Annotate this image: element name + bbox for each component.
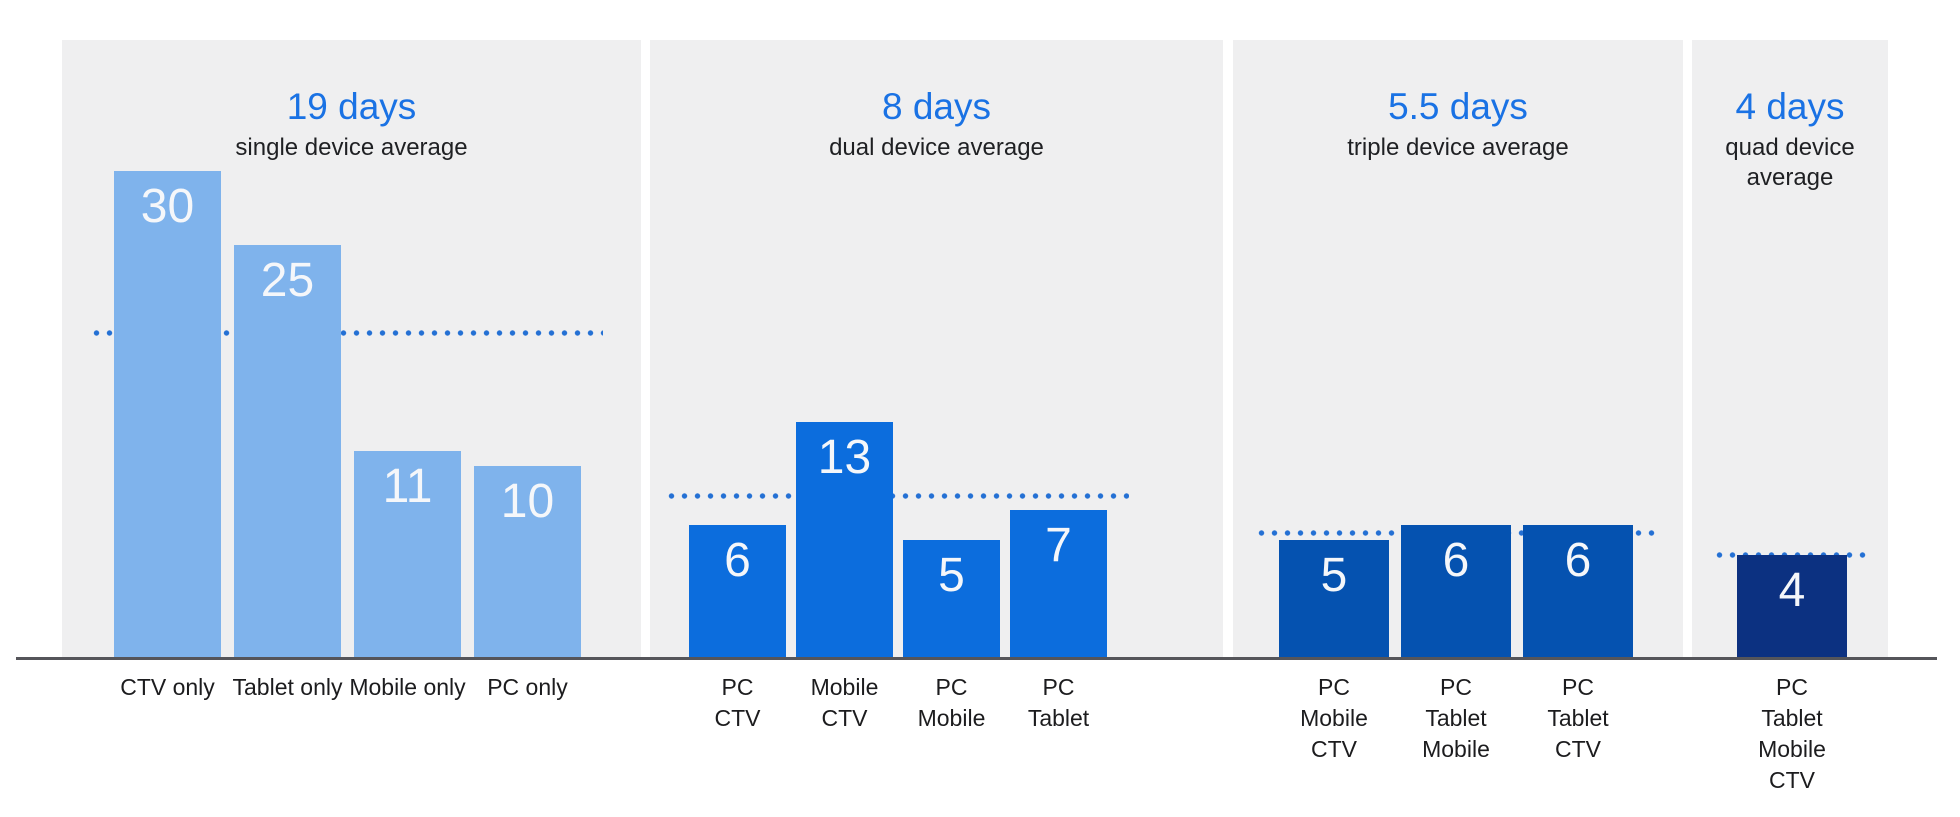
average-line [90,330,603,336]
bar: 10 [474,466,581,657]
category-label: PC Tablet [1027,674,1090,731]
bar: 6 [1523,525,1633,657]
panel-headline: 5.5 days [1388,86,1528,127]
bar-value-label: 13 [817,431,872,484]
category-label: Tablet only [232,674,343,700]
bar: 6 [1401,525,1511,657]
bar-value-label: 25 [260,254,315,307]
bar: 5 [903,540,1000,657]
panel-subtitle: dual device average [829,134,1044,161]
panel-headline: 19 days [286,86,417,127]
bar: 25 [234,245,341,657]
panel-subtitle: single device average [235,134,468,161]
category-label: CTV only [120,674,215,700]
bar-value-label: 10 [500,475,555,528]
panel-headline: 4 days [1735,86,1845,127]
category-label: PC Tablet Mobile [1422,674,1490,762]
category-label: PC Mobile [917,674,986,731]
bar: 30 [114,171,221,657]
bar-value-label: 6 [1442,534,1470,587]
panel-header: 8 days dual device average [650,86,1223,163]
bar-value-label: 30 [140,180,195,233]
category-label: PC Mobile CTV [1300,674,1368,762]
x-axis-line [16,657,1937,660]
panel-subtitle: quad device average [1725,134,1855,191]
category-label: PC CTV [714,674,761,731]
category-label: PC only [487,674,568,700]
panel-header: 4 days quad device average [1692,86,1888,193]
bar-value-label: 4 [1778,564,1806,617]
bar-value-label: 5 [1320,549,1348,602]
bar: 11 [354,451,461,657]
bar: 4 [1737,555,1847,657]
category-label: PC Tablet CTV [1547,674,1609,762]
bar: 5 [1279,540,1389,657]
bar: 6 [689,525,786,657]
bar-value-label: 7 [1045,519,1072,572]
category-label: PC Tablet Mobile CTV [1758,674,1826,793]
bar-value-label: 6 [1564,534,1592,587]
category-label: Mobile CTV [810,674,879,731]
panel-header: 19 days single device average [62,86,641,163]
category-label: Mobile only [349,674,466,700]
bar: 7 [1010,510,1107,657]
panel-headline: 8 days [881,86,991,127]
bar-value-label: 11 [382,460,433,513]
average-line [665,493,1129,499]
panel-subtitle: triple device average [1347,134,1569,161]
panel-header: 5.5 days triple device average [1233,86,1683,163]
bar: 13 [796,422,893,657]
bar-value-label: 5 [938,549,965,602]
bar-value-label: 6 [724,534,751,587]
